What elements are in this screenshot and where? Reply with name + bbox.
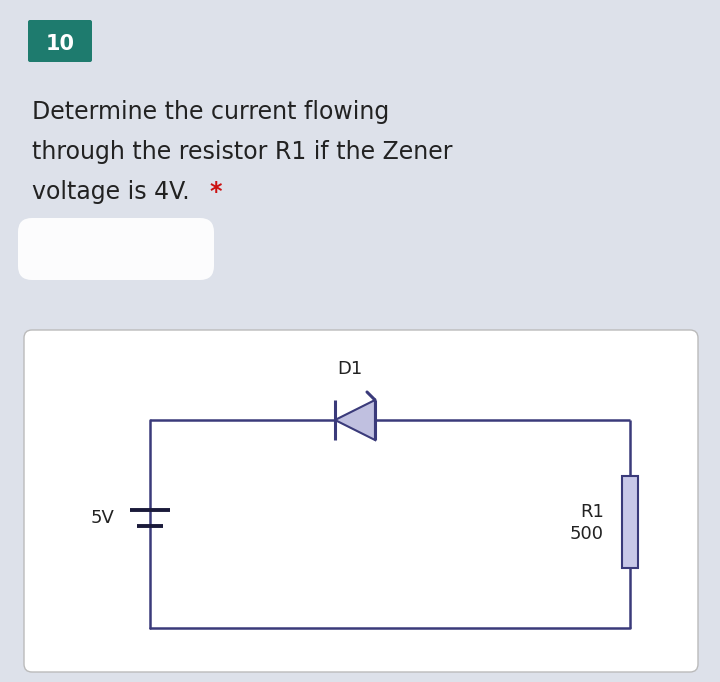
Text: 5V: 5V <box>90 509 114 527</box>
FancyBboxPatch shape <box>4 4 716 326</box>
Bar <box>622 476 638 568</box>
Text: through the resistor R1 if the Zener: through the resistor R1 if the Zener <box>32 140 452 164</box>
Text: D1: D1 <box>338 360 363 378</box>
Text: *: * <box>209 180 222 204</box>
FancyBboxPatch shape <box>28 20 92 62</box>
Polygon shape <box>335 400 375 440</box>
Text: 500: 500 <box>570 525 604 543</box>
Text: Determine the current flowing: Determine the current flowing <box>32 100 390 124</box>
FancyBboxPatch shape <box>24 330 698 672</box>
FancyBboxPatch shape <box>18 218 214 280</box>
Text: voltage is 4V.: voltage is 4V. <box>32 180 197 204</box>
Text: 10: 10 <box>45 34 74 54</box>
Text: R1: R1 <box>580 503 604 521</box>
